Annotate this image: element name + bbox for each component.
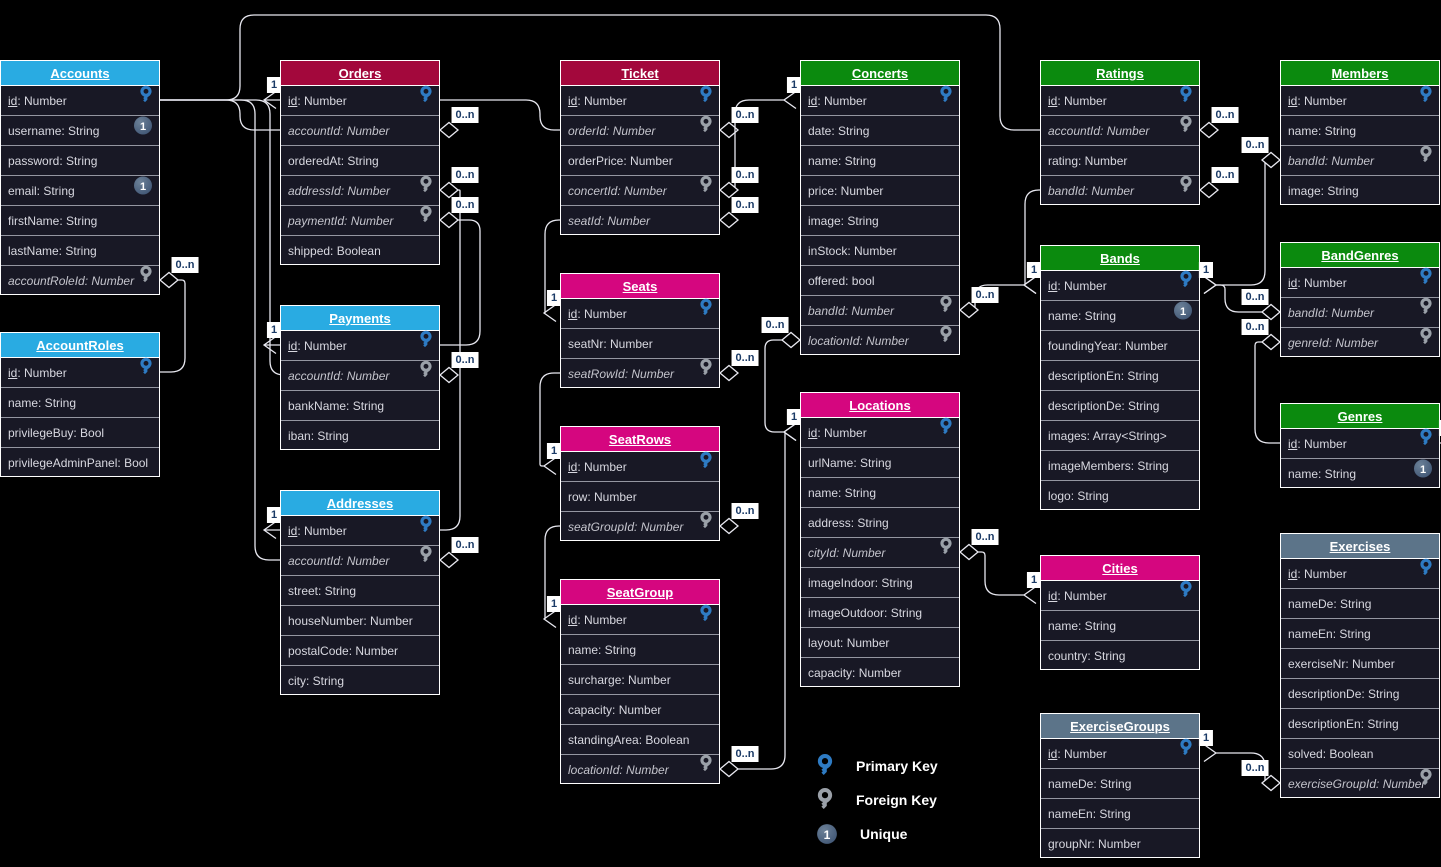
svg-text:1: 1 xyxy=(1180,306,1186,318)
svg-text:1: 1 xyxy=(140,181,146,193)
svg-text:1: 1 xyxy=(140,121,146,133)
svg-text:1: 1 xyxy=(824,828,831,842)
svg-text:1: 1 xyxy=(1420,464,1426,476)
